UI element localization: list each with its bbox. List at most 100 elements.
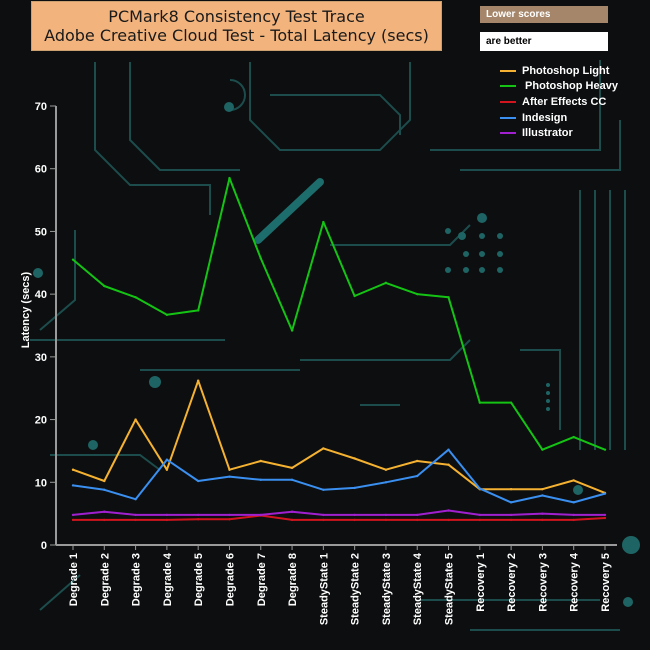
x-tick-label: Degrade 7: [256, 553, 268, 606]
data-point-indesign: [384, 481, 388, 484]
y-axis-label: Latency (secs): [20, 271, 32, 349]
x-tick-label: Recovery 3: [537, 553, 549, 612]
data-point-indesign: [71, 484, 75, 487]
data-point-illustrator: [259, 513, 262, 517]
data-point-illustrator: [165, 513, 169, 517]
series-group: [71, 176, 607, 522]
data-point-illustrator: [384, 513, 388, 517]
y-tick-label: 40: [35, 289, 47, 301]
data-point-photoshop-heavy: [541, 448, 544, 451]
data-point-illustrator: [71, 513, 75, 517]
data-point-after-effects-cc: [447, 518, 450, 522]
x-tick-label: Degrade 4: [162, 552, 174, 606]
data-point-illustrator: [541, 512, 544, 515]
data-point-after-effects-cc: [322, 518, 325, 522]
series-line-photoshop-heavy: [72, 177, 606, 451]
data-point-photoshop-light: [165, 468, 169, 471]
legend-label: Photoshop Heavy: [522, 80, 618, 93]
legend-item-after-effects-cc: After Effects CC: [500, 94, 618, 110]
data-point-photoshop-light: [228, 468, 231, 471]
y-tick-label: 60: [35, 164, 47, 176]
y-tick-label: 30: [35, 352, 47, 364]
data-point-indesign: [603, 492, 607, 495]
x-tick-label: SteadyState 3: [381, 553, 393, 625]
data-point-photoshop-heavy: [322, 220, 325, 224]
legend-swatch: [500, 100, 516, 103]
background-bar: [254, 178, 324, 244]
legend-label: After Effects CC: [522, 95, 607, 108]
x-tick-label: Degrade 2: [99, 553, 111, 606]
data-point-illustrator: [416, 513, 419, 517]
data-point-photoshop-heavy: [416, 292, 419, 296]
data-point-illustrator: [103, 510, 106, 513]
data-point-photoshop-heavy: [478, 401, 482, 404]
data-point-after-effects-cc: [541, 518, 544, 522]
data-point-photoshop-heavy: [103, 284, 106, 288]
data-point-indesign: [322, 488, 325, 492]
data-point-photoshop-light: [541, 487, 544, 491]
y-tick-label: 10: [35, 477, 47, 489]
annotation-lower-scores: Lower scores: [480, 6, 608, 23]
data-point-photoshop-heavy: [384, 281, 388, 285]
background-dots: [33, 102, 640, 607]
data-point-photoshop-heavy: [290, 329, 294, 332]
data-point-after-effects-cc: [353, 518, 356, 522]
data-point-photoshop-light: [134, 418, 137, 421]
data-point-illustrator: [447, 509, 450, 512]
data-point-indesign: [541, 494, 544, 497]
x-tick-group: Degrade 1 Degrade 2 Degrade 3 Degrade 4 Degr…: [68, 545, 612, 625]
data-point-photoshop-light: [447, 463, 450, 466]
data-point-after-effects-cc: [71, 518, 75, 522]
data-point-illustrator: [134, 513, 137, 517]
data-point-photoshop-heavy: [447, 296, 450, 299]
data-point-after-effects-cc: [290, 518, 294, 522]
data-point-photoshop-light: [384, 468, 388, 471]
series-line-after-effects-cc: [73, 514, 606, 521]
legend-item-photoshop-light: Photoshop Light: [500, 63, 618, 79]
y-tick-label: 50: [35, 226, 47, 238]
series-line-photoshop-light: [72, 379, 606, 494]
data-point-illustrator: [603, 513, 607, 517]
x-tick-label: SteadyState 4: [412, 552, 424, 625]
legend-label: Illustrator: [522, 127, 573, 140]
data-point-illustrator: [509, 513, 513, 517]
x-tick-label: Degrade 5: [193, 553, 205, 606]
data-point-illustrator: [228, 513, 231, 517]
chart-title-box: PCMark8 Consistency Test Trace Adobe Cre…: [31, 1, 442, 51]
data-point-photoshop-heavy: [228, 176, 231, 180]
legend-swatch: [500, 85, 516, 88]
data-point-indesign: [509, 501, 513, 504]
y-tick-group: 0 10 20 30 40 50 60 70: [35, 101, 56, 552]
data-point-photoshop-heavy: [196, 309, 200, 312]
data-point-indesign: [228, 475, 231, 478]
data-point-after-effects-cc: [134, 518, 137, 522]
legend-label: Photoshop Light: [522, 64, 610, 77]
annotation-are-better: are better: [480, 32, 608, 51]
chart-title-line-2: Adobe Creative Cloud Test - Total Latenc…: [44, 26, 429, 45]
data-point-photoshop-light: [103, 479, 106, 483]
data-point-after-effects-cc: [165, 518, 169, 522]
chart-title-line-1: PCMark8 Consistency Test Trace: [108, 7, 365, 26]
data-point-photoshop-light: [572, 479, 575, 482]
data-point-photoshop-light: [196, 379, 200, 382]
x-tick-label: SteadyState 2: [350, 553, 362, 625]
data-point-after-effects-cc: [103, 518, 106, 522]
data-point-indesign: [134, 498, 137, 501]
data-point-after-effects-cc: [196, 518, 200, 521]
x-tick-label: SteadyState 5: [444, 553, 456, 625]
x-tick-label: Degrade 8: [287, 553, 299, 606]
data-point-illustrator: [353, 513, 356, 517]
data-point-photoshop-heavy: [603, 448, 607, 451]
series-line-illustrator: [72, 509, 605, 516]
y-tick-label: 20: [35, 415, 47, 427]
data-point-after-effects-cc: [384, 518, 388, 522]
data-point-photoshop-light: [322, 447, 325, 450]
data-point-after-effects-cc: [228, 518, 231, 521]
y-tick-label: 0: [41, 540, 47, 552]
x-tick-label: Recovery 4: [569, 552, 581, 612]
data-point-indesign: [353, 486, 356, 490]
data-point-after-effects-cc: [478, 518, 482, 522]
data-point-photoshop-light: [71, 468, 75, 471]
